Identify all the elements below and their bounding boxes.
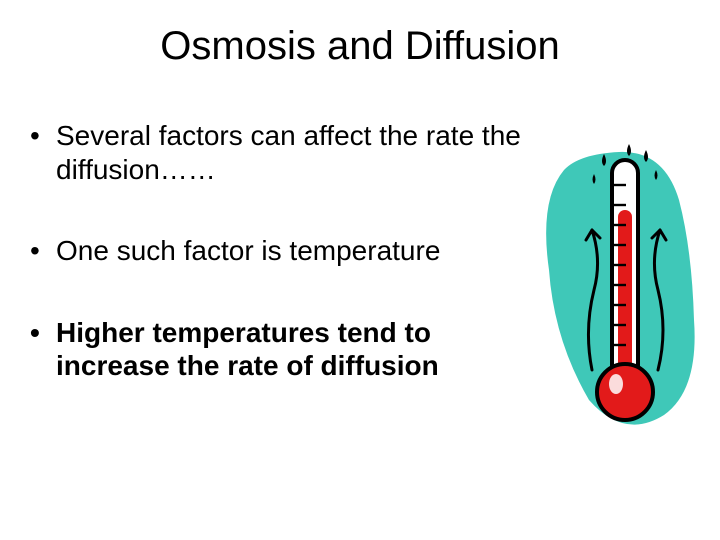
bullet-list: Several factors can affect the rate the … [30,119,530,383]
slide: Osmosis and Diffusion Several factors ca… [0,0,720,540]
bullet-item: Higher temperatures tend to increase the… [30,316,530,383]
thermometer-icon [534,140,704,440]
bullet-item: Several factors can affect the rate the … [30,119,530,186]
bullet-item: One such factor is temperature [30,234,530,268]
page-title: Osmosis and Diffusion [30,24,690,69]
